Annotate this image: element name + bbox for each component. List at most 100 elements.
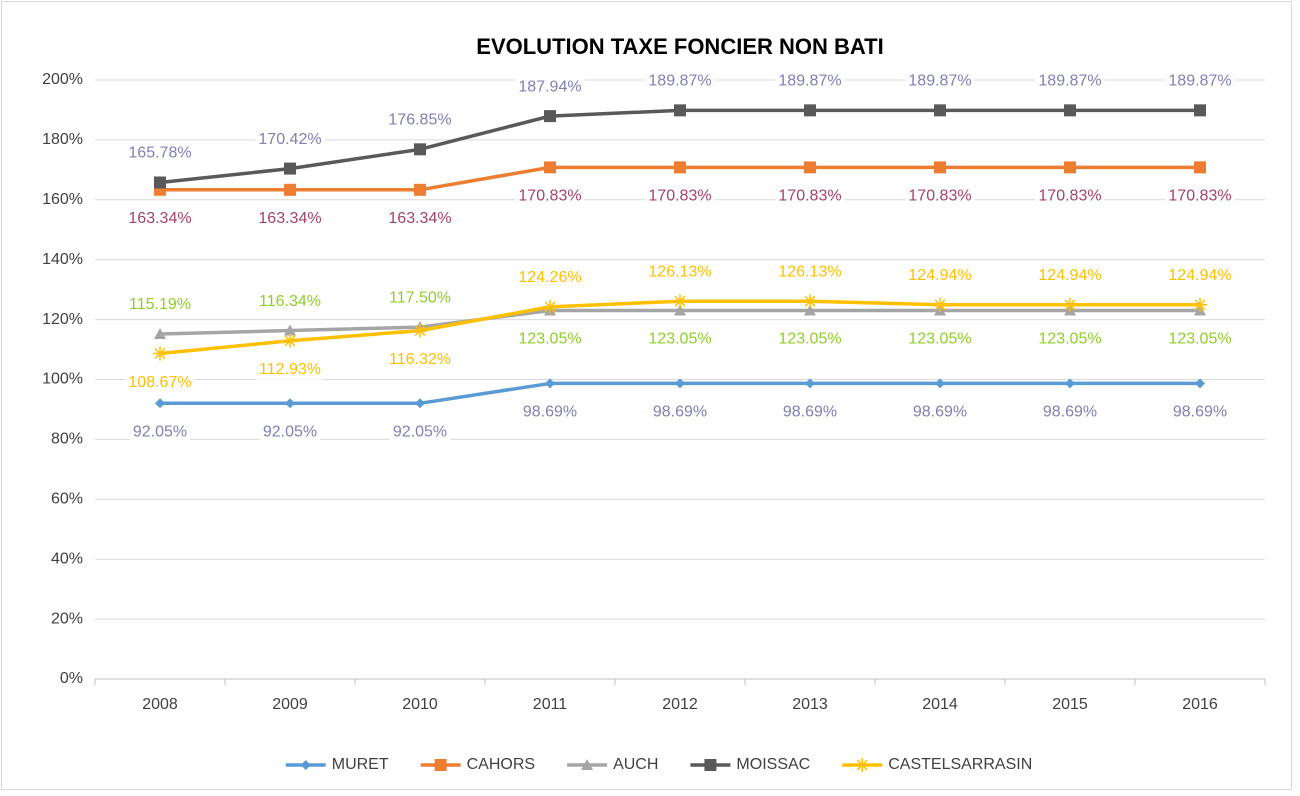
marker xyxy=(284,324,296,336)
marker xyxy=(1064,161,1076,174)
value-label-text: 165.78% xyxy=(128,145,191,162)
value-label: 98.69% xyxy=(649,402,711,423)
marker xyxy=(285,398,295,409)
y-tick-label: 40% xyxy=(51,550,83,567)
label-bg xyxy=(779,402,841,423)
value-label: 124.94% xyxy=(1035,265,1105,286)
value-label: 116.34% xyxy=(256,291,324,312)
value-label-text: 115.19% xyxy=(129,296,191,313)
value-label: 98.69% xyxy=(1039,402,1101,423)
value-label-text: 92.05% xyxy=(133,424,187,441)
label-bg xyxy=(255,208,325,229)
x-tick-label: 2015 xyxy=(1052,696,1088,713)
x-tick-label: 2008 xyxy=(142,696,178,713)
value-label-text: 98.69% xyxy=(1043,404,1097,421)
value-label-text: 170.83% xyxy=(1038,188,1101,205)
value-label-text: 124.94% xyxy=(908,267,971,284)
value-label: 189.87% xyxy=(905,71,975,92)
value-label: 92.05% xyxy=(259,422,321,443)
y-tick-label: 120% xyxy=(42,311,83,328)
label-bg xyxy=(645,186,715,207)
label-bg xyxy=(905,265,975,286)
label-bg xyxy=(129,422,191,443)
y-tick-label: 0% xyxy=(60,670,83,687)
label-bg xyxy=(1035,265,1105,286)
value-label: 170.83% xyxy=(905,186,975,207)
label-bg xyxy=(775,262,845,283)
marker xyxy=(855,758,870,772)
label-bg xyxy=(386,288,454,309)
value-label-text: 170.83% xyxy=(648,188,711,205)
marker xyxy=(704,759,717,771)
label-bg xyxy=(386,349,454,370)
label-bg xyxy=(775,186,845,207)
value-label-text: 126.13% xyxy=(778,263,841,280)
marker xyxy=(675,378,685,389)
marker xyxy=(1194,104,1206,117)
value-label: 123.05% xyxy=(645,329,715,350)
marker xyxy=(434,759,447,771)
label-bg xyxy=(1165,186,1235,207)
value-label: 124.94% xyxy=(905,265,975,286)
marker xyxy=(581,759,594,770)
y-tick-label: 200% xyxy=(42,71,83,88)
marker xyxy=(804,161,816,174)
value-label: 98.69% xyxy=(779,402,841,423)
value-label-text: 98.69% xyxy=(783,404,837,421)
value-label-text: 98.69% xyxy=(653,404,707,421)
y-tick-label: 180% xyxy=(42,131,83,148)
label-bg xyxy=(1169,402,1231,423)
x-tick-label: 2013 xyxy=(792,696,828,713)
marker xyxy=(543,299,557,314)
value-label-text: 98.69% xyxy=(1173,404,1227,421)
label-bg xyxy=(775,329,845,350)
marker xyxy=(545,378,555,389)
value-label: 189.87% xyxy=(775,71,845,92)
value-label: 170.83% xyxy=(1035,186,1105,207)
marker xyxy=(674,161,686,174)
label-bg xyxy=(905,71,975,92)
label-bg xyxy=(645,71,715,92)
value-label: 98.69% xyxy=(909,402,971,423)
value-label: 123.05% xyxy=(515,329,585,350)
label-bg xyxy=(515,77,585,98)
marker xyxy=(674,304,686,316)
value-label: 98.69% xyxy=(519,402,581,423)
legend-label: MOISSAC xyxy=(736,756,810,773)
value-label-text: 189.87% xyxy=(1038,73,1101,90)
value-label-text: 123.05% xyxy=(648,331,711,348)
value-label-text: 187.94% xyxy=(518,78,581,95)
label-bg xyxy=(125,143,195,164)
value-label: 170.42% xyxy=(255,129,325,150)
x-tick-label: 2011 xyxy=(533,696,568,713)
value-label: 123.05% xyxy=(775,329,845,350)
value-label: 163.34% xyxy=(125,208,195,229)
value-label-text: 98.69% xyxy=(523,404,577,421)
value-label: 189.87% xyxy=(645,71,715,92)
marker xyxy=(284,183,296,196)
value-label: 92.05% xyxy=(129,422,191,443)
x-tick-label: 2009 xyxy=(272,696,308,713)
label-bg xyxy=(256,359,324,380)
marker xyxy=(934,104,946,117)
value-label-text: 108.67% xyxy=(128,374,191,391)
value-label: 170.83% xyxy=(1165,186,1235,207)
marker xyxy=(805,378,815,389)
value-label-text: 170.83% xyxy=(778,188,841,205)
marker xyxy=(1065,378,1075,389)
value-label-text: 124.94% xyxy=(1038,267,1101,284)
label-bg xyxy=(389,422,451,443)
legend-label: AUCH xyxy=(613,756,658,773)
value-label-text: 163.34% xyxy=(388,210,451,227)
marker xyxy=(804,304,816,316)
marker xyxy=(933,297,947,312)
label-bg xyxy=(515,267,585,288)
marker xyxy=(803,294,817,309)
marker xyxy=(414,143,426,156)
value-label-text: 176.85% xyxy=(388,112,451,129)
value-label: 112.93% xyxy=(256,359,324,380)
value-label-text: 116.34% xyxy=(259,293,321,310)
label-bg xyxy=(645,262,715,283)
value-label: 176.85% xyxy=(385,110,455,131)
